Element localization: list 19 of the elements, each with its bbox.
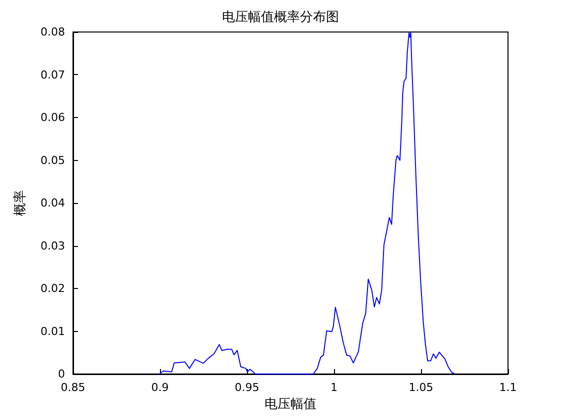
y-tick-label: 0.06 (40, 111, 65, 124)
y-tick-label: 0.02 (40, 282, 65, 295)
x-tick-label: 1.05 (408, 381, 434, 394)
y-tick-label: 0 (58, 368, 65, 380)
y-axis-title: 概率 (12, 190, 28, 216)
y-tick-label: 0.04 (40, 196, 65, 210)
x-axis-title: 电压幅值 (264, 396, 316, 412)
y-tick-label: 0.07 (40, 68, 65, 82)
line-series (158, 32, 456, 374)
y-tick-label: 0.05 (40, 154, 65, 167)
x-tick-label: 0.9 (151, 381, 169, 394)
x-tick-label: 1.1 (499, 381, 517, 394)
chart-title: 电压幅值概率分布图 (222, 9, 339, 25)
x-tick-label: 1 (330, 381, 338, 394)
y-tick-label: 0.03 (40, 239, 65, 252)
x-tick-label: 0.85 (60, 381, 86, 394)
y-tick-label: 0.08 (40, 26, 65, 38)
y-tick-label: 0.01 (40, 324, 65, 338)
x-tick-label: 0.95 (234, 381, 260, 394)
